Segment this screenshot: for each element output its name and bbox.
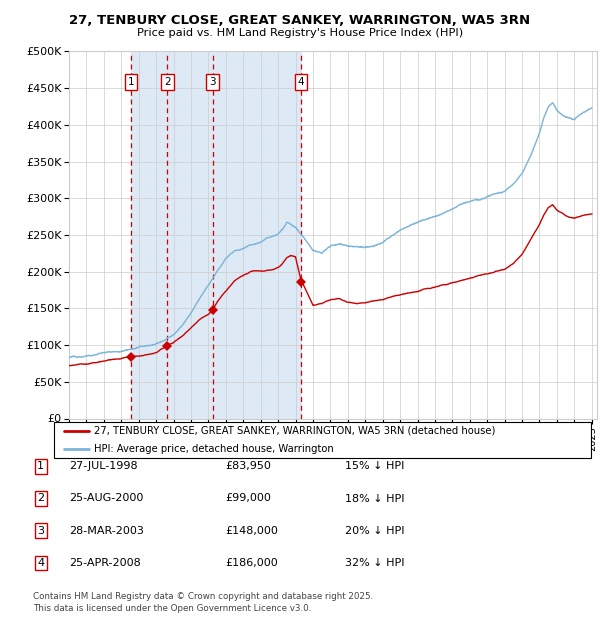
Text: 27-JUL-1998: 27-JUL-1998	[69, 461, 137, 471]
Text: 27, TENBURY CLOSE, GREAT SANKEY, WARRINGTON, WA5 3RN (detached house): 27, TENBURY CLOSE, GREAT SANKEY, WARRING…	[94, 425, 496, 436]
Text: 2: 2	[37, 494, 44, 503]
Text: 4: 4	[298, 78, 304, 87]
FancyBboxPatch shape	[54, 422, 591, 458]
Text: 15% ↓ HPI: 15% ↓ HPI	[345, 461, 404, 471]
Text: This data is licensed under the Open Government Licence v3.0.: This data is licensed under the Open Gov…	[33, 604, 311, 613]
Text: £186,000: £186,000	[225, 558, 278, 568]
Text: 18% ↓ HPI: 18% ↓ HPI	[345, 494, 404, 503]
Text: 3: 3	[37, 526, 44, 536]
Text: 28-MAR-2003: 28-MAR-2003	[69, 526, 144, 536]
Text: 27, TENBURY CLOSE, GREAT SANKEY, WARRINGTON, WA5 3RN: 27, TENBURY CLOSE, GREAT SANKEY, WARRING…	[70, 14, 530, 27]
Bar	[131, 51, 301, 419]
Text: Price paid vs. HM Land Registry's House Price Index (HPI): Price paid vs. HM Land Registry's House …	[137, 28, 463, 38]
Text: £83,950: £83,950	[225, 461, 271, 471]
Text: £148,000: £148,000	[225, 526, 278, 536]
Text: 25-AUG-2000: 25-AUG-2000	[69, 494, 143, 503]
Text: £99,000: £99,000	[225, 494, 271, 503]
Text: 25-APR-2008: 25-APR-2008	[69, 558, 141, 568]
Text: 20% ↓ HPI: 20% ↓ HPI	[345, 526, 404, 536]
Text: 4: 4	[37, 558, 44, 568]
Text: Contains HM Land Registry data © Crown copyright and database right 2025.: Contains HM Land Registry data © Crown c…	[33, 592, 373, 601]
Text: 3: 3	[209, 78, 216, 87]
Text: 32% ↓ HPI: 32% ↓ HPI	[345, 558, 404, 568]
Text: 2: 2	[164, 78, 171, 87]
Text: 1: 1	[128, 78, 134, 87]
Text: HPI: Average price, detached house, Warrington: HPI: Average price, detached house, Warr…	[94, 443, 334, 454]
Text: 1: 1	[37, 461, 44, 471]
